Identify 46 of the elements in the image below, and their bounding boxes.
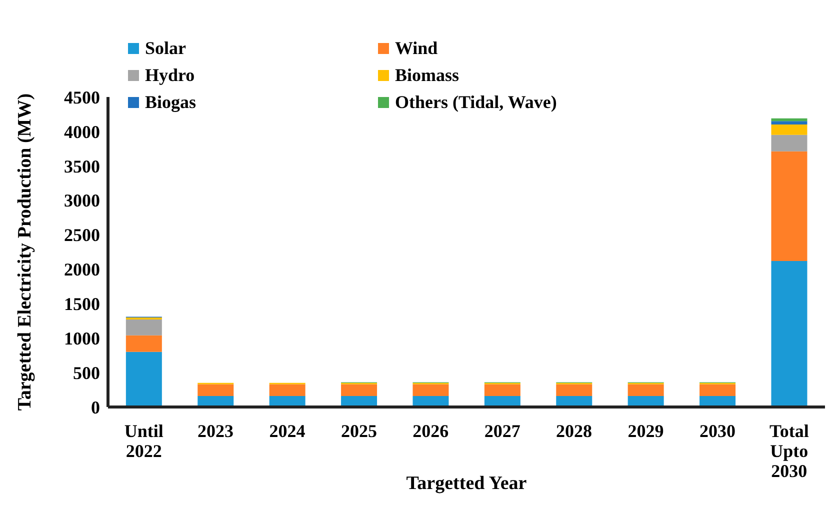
x-axis-title: Targetted Year bbox=[406, 473, 528, 494]
legend-label: Biogas bbox=[145, 92, 196, 113]
legend-label: Solar bbox=[145, 38, 186, 59]
x-tick-label: 2027 bbox=[484, 421, 520, 441]
y-tick-label: 3000 bbox=[64, 190, 100, 211]
bar bbox=[628, 384, 664, 396]
x-tick-label: Until 2022 bbox=[124, 421, 164, 461]
x-tick-label: 2026 bbox=[412, 421, 449, 441]
bar bbox=[771, 118, 808, 122]
bar bbox=[556, 384, 592, 396]
y-tick-label: 3500 bbox=[64, 156, 100, 176]
y-tick-label: 4500 bbox=[64, 87, 100, 108]
bar bbox=[126, 320, 162, 336]
bar bbox=[771, 124, 808, 135]
bar bbox=[771, 121, 808, 125]
y-tick-label: 1000 bbox=[64, 328, 100, 348]
x-tick-label: 2028 bbox=[556, 421, 592, 441]
x-tick-label: Total Upto 2030 bbox=[769, 421, 809, 481]
bar bbox=[771, 134, 808, 152]
bar bbox=[700, 384, 736, 396]
x-tick-label: 2025 bbox=[340, 421, 377, 441]
bar bbox=[771, 151, 808, 261]
bar bbox=[412, 384, 449, 396]
x-tick-label: 2024 bbox=[269, 421, 306, 441]
legend-label: Wind bbox=[395, 38, 438, 59]
bar bbox=[126, 335, 162, 352]
y-tick-label: 2500 bbox=[64, 225, 100, 246]
legend-label: Others (Tidal, Wave) bbox=[395, 92, 557, 113]
bar bbox=[771, 260, 808, 407]
y-axis-title: Targetted Electricity Production (MW) bbox=[14, 93, 36, 411]
x-tick-label: 2030 bbox=[699, 421, 736, 441]
y-tick-label: 4000 bbox=[64, 122, 100, 142]
legend-label: Biomass bbox=[395, 65, 460, 86]
bar bbox=[269, 384, 306, 396]
x-tick-label: 2029 bbox=[628, 421, 664, 441]
y-tick-label: 2000 bbox=[64, 260, 100, 280]
y-tick-label: 1500 bbox=[64, 294, 100, 314]
y-tick-label: 500 bbox=[73, 362, 100, 383]
x-tick-label: 2023 bbox=[198, 421, 234, 441]
bar bbox=[126, 317, 162, 320]
bar bbox=[484, 384, 520, 396]
bar bbox=[198, 384, 234, 396]
bar bbox=[126, 352, 162, 407]
y-tick-label: 0 bbox=[91, 397, 100, 418]
legend-label: Hydro bbox=[145, 65, 195, 86]
bar bbox=[341, 384, 378, 396]
